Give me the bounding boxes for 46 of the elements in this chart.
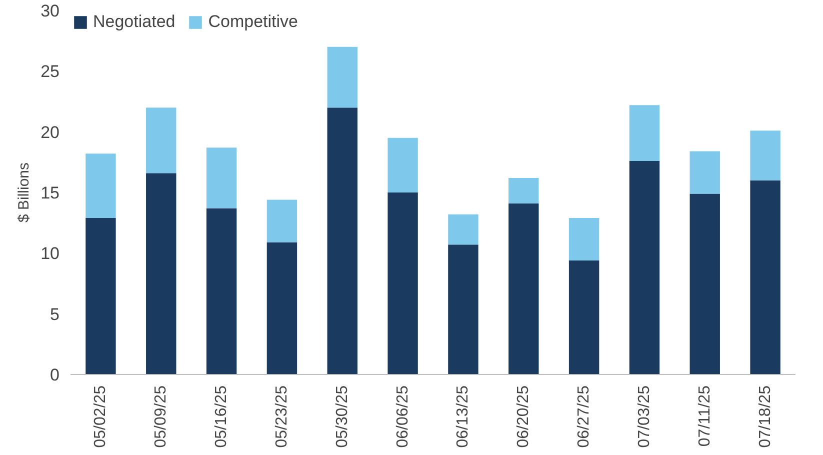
bar bbox=[327, 108, 358, 374]
x-tick-label: 05/09/25 bbox=[152, 385, 170, 448]
x-tick-label: 06/06/25 bbox=[394, 385, 412, 448]
bar bbox=[690, 194, 720, 374]
legend-label: Competitive bbox=[208, 12, 298, 32]
x-tick-label: 05/30/25 bbox=[334, 385, 351, 448]
legend-label: Negotiated bbox=[93, 12, 176, 32]
bar bbox=[266, 242, 298, 374]
y-tick-label: 0 bbox=[50, 366, 60, 384]
y-tick-label: 15 bbox=[40, 184, 60, 202]
bar bbox=[508, 203, 539, 374]
bar bbox=[750, 130, 780, 180]
y-tick-label: 10 bbox=[40, 244, 60, 264]
bar bbox=[86, 154, 116, 218]
x-tick-label: 06/13/25 bbox=[454, 385, 472, 448]
x-tick-label: 07/11/25 bbox=[696, 385, 714, 447]
x-tick-label: 07/03/25 bbox=[636, 385, 653, 448]
x-tick-label: 05/02/25 bbox=[92, 385, 110, 448]
x-tick-label: 05/23/25 bbox=[273, 385, 290, 448]
bar bbox=[568, 260, 600, 374]
y-tick-label: 20 bbox=[40, 122, 60, 142]
bar bbox=[327, 46, 358, 108]
y-axis-title: $ Billions bbox=[16, 162, 33, 223]
bar bbox=[448, 214, 478, 245]
bar bbox=[206, 208, 237, 374]
x-tick-label: 05/16/25 bbox=[213, 385, 230, 448]
x-tick-label: 06/20/25 bbox=[515, 385, 532, 448]
bar bbox=[508, 178, 539, 204]
y-tick-label: 25 bbox=[40, 62, 60, 82]
bar bbox=[388, 192, 418, 374]
bar bbox=[629, 160, 660, 374]
bar bbox=[568, 218, 600, 260]
bar bbox=[388, 138, 418, 192]
x-tick-label: 07/18/25 bbox=[756, 385, 774, 448]
bar bbox=[266, 200, 298, 242]
bar bbox=[690, 151, 720, 194]
bar bbox=[206, 148, 237, 208]
bar bbox=[146, 108, 176, 174]
bar bbox=[86, 218, 116, 374]
bar bbox=[146, 173, 176, 374]
bar bbox=[750, 180, 780, 374]
y-tick-label: 30 bbox=[40, 2, 60, 20]
y-tick-label: 5 bbox=[50, 304, 60, 324]
x-tick-label: 06/27/25 bbox=[576, 385, 593, 448]
bar bbox=[448, 244, 478, 374]
bar bbox=[629, 105, 660, 161]
